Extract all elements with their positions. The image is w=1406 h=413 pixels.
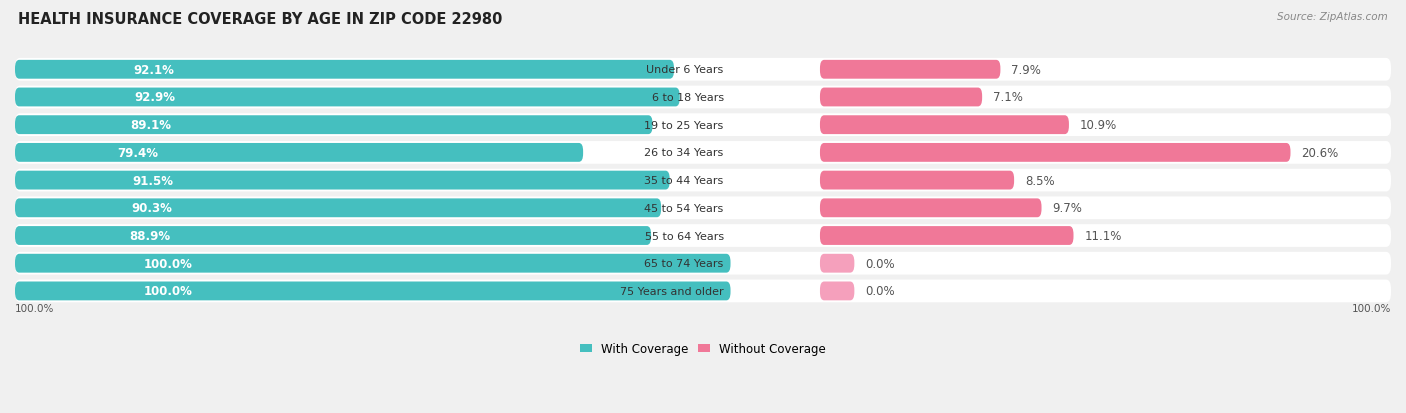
Text: 45 to 54 Years: 45 to 54 Years [644, 203, 724, 213]
FancyBboxPatch shape [820, 199, 1042, 218]
FancyBboxPatch shape [15, 282, 731, 301]
FancyBboxPatch shape [820, 254, 855, 273]
Text: 88.9%: 88.9% [129, 230, 170, 242]
FancyBboxPatch shape [15, 171, 669, 190]
FancyBboxPatch shape [15, 59, 1391, 81]
Text: 6 to 18 Years: 6 to 18 Years [651, 93, 724, 103]
Text: 90.3%: 90.3% [131, 202, 172, 215]
FancyBboxPatch shape [820, 227, 1074, 245]
FancyBboxPatch shape [15, 199, 661, 218]
Legend: With Coverage, Without Coverage: With Coverage, Without Coverage [575, 337, 831, 360]
FancyBboxPatch shape [15, 252, 1391, 275]
FancyBboxPatch shape [820, 61, 1001, 79]
FancyBboxPatch shape [15, 169, 1391, 192]
Text: Source: ZipAtlas.com: Source: ZipAtlas.com [1277, 12, 1388, 22]
Text: 0.0%: 0.0% [865, 257, 896, 270]
FancyBboxPatch shape [15, 114, 1391, 137]
Text: 10.9%: 10.9% [1080, 119, 1118, 132]
FancyBboxPatch shape [15, 86, 1391, 109]
Text: 65 to 74 Years: 65 to 74 Years [644, 259, 724, 268]
FancyBboxPatch shape [820, 144, 1291, 162]
Text: 7.9%: 7.9% [1011, 64, 1042, 76]
Text: 20.6%: 20.6% [1302, 147, 1339, 159]
FancyBboxPatch shape [15, 254, 731, 273]
Text: 55 to 64 Years: 55 to 64 Years [644, 231, 724, 241]
Text: 0.0%: 0.0% [865, 285, 896, 298]
Text: 92.9%: 92.9% [135, 91, 176, 104]
FancyBboxPatch shape [15, 227, 651, 245]
Text: 9.7%: 9.7% [1053, 202, 1083, 215]
Text: 89.1%: 89.1% [129, 119, 170, 132]
Text: 100.0%: 100.0% [143, 285, 193, 298]
FancyBboxPatch shape [820, 116, 1069, 135]
FancyBboxPatch shape [820, 88, 983, 107]
FancyBboxPatch shape [15, 144, 583, 162]
Text: 91.5%: 91.5% [132, 174, 174, 187]
FancyBboxPatch shape [15, 280, 1391, 303]
Text: 8.5%: 8.5% [1025, 174, 1054, 187]
Text: HEALTH INSURANCE COVERAGE BY AGE IN ZIP CODE 22980: HEALTH INSURANCE COVERAGE BY AGE IN ZIP … [18, 12, 503, 27]
Text: 100.0%: 100.0% [15, 304, 55, 313]
Text: 100.0%: 100.0% [143, 257, 193, 270]
Text: 26 to 34 Years: 26 to 34 Years [644, 148, 724, 158]
FancyBboxPatch shape [15, 197, 1391, 220]
Text: 19 to 25 Years: 19 to 25 Years [644, 121, 724, 131]
Text: 100.0%: 100.0% [1351, 304, 1391, 313]
FancyBboxPatch shape [820, 282, 855, 301]
FancyBboxPatch shape [15, 142, 1391, 164]
FancyBboxPatch shape [820, 171, 1014, 190]
FancyBboxPatch shape [15, 88, 679, 107]
FancyBboxPatch shape [15, 116, 652, 135]
Text: 92.1%: 92.1% [134, 64, 174, 76]
FancyBboxPatch shape [15, 225, 1391, 247]
Text: 35 to 44 Years: 35 to 44 Years [644, 176, 724, 186]
Text: Under 6 Years: Under 6 Years [647, 65, 724, 75]
FancyBboxPatch shape [15, 61, 673, 79]
Text: 7.1%: 7.1% [993, 91, 1024, 104]
Text: 11.1%: 11.1% [1084, 230, 1122, 242]
Text: 75 Years and older: 75 Years and older [620, 286, 724, 296]
Text: 79.4%: 79.4% [117, 147, 159, 159]
